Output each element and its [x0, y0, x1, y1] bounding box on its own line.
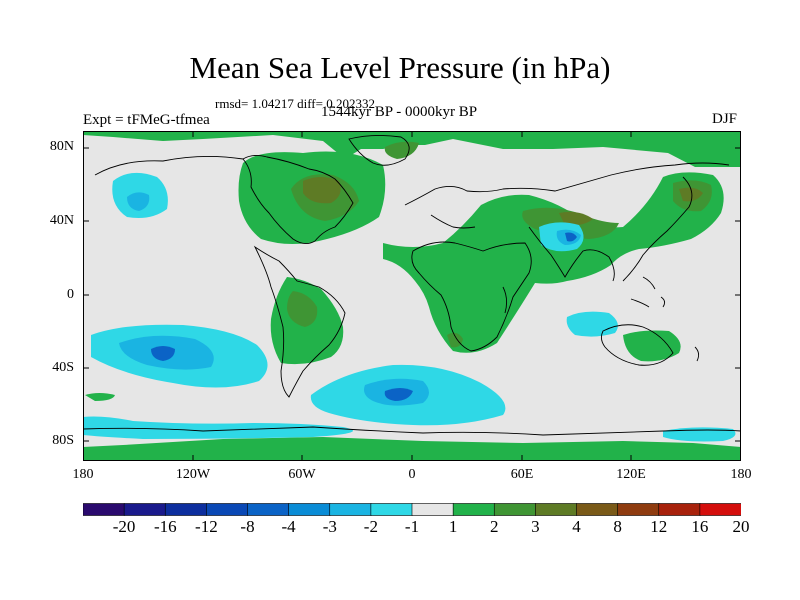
- colorbar-swatch-3: [206, 503, 249, 516]
- colorbar-label-15: 20: [732, 517, 750, 536]
- colorbar-swatch-6: [329, 503, 372, 516]
- colorbar-swatch-7: [370, 503, 413, 516]
- colorbar-label-12: 8: [613, 517, 622, 536]
- pressure-anomaly-map: [83, 131, 741, 461]
- rmsd-diff-label: rmsd= 1.04217 diff= 0.202332: [215, 96, 375, 111]
- y-tick-80n: 80N: [49, 139, 74, 154]
- colorbar-swatch-15: [699, 503, 741, 516]
- map-title: Mean Sea Level Pressure (in hPa): [189, 50, 611, 85]
- colorbar-swatch-14: [658, 503, 701, 516]
- y-tick-40s: 40S: [52, 360, 74, 375]
- y-tick-0: 0: [67, 287, 74, 302]
- season-label: DJF: [712, 111, 738, 127]
- axis-ticks: [83, 131, 741, 461]
- x-tick-0: 0: [408, 467, 416, 482]
- x-tick-120w: 120W: [175, 467, 211, 482]
- y-tick-80s: 80S: [52, 433, 74, 448]
- colorbar-label-14: 16: [691, 517, 709, 536]
- x-tick-60w: 60W: [288, 467, 316, 482]
- colorbar-label-4: -4: [281, 517, 296, 536]
- colorbar-label-9: 2: [490, 517, 499, 536]
- colorbar-swatch-0: [83, 503, 125, 516]
- colorbar-swatch-12: [576, 503, 619, 516]
- x-tick-180-left: 180: [72, 467, 94, 482]
- positive-anomaly-stronger: [303, 177, 703, 226]
- colorbar-swatch-2: [164, 503, 207, 516]
- colorbar-swatch-4: [247, 503, 290, 516]
- colorbar-swatch-5: [288, 503, 331, 516]
- colorbar-swatch-11: [535, 503, 578, 516]
- colorbar-swatch-13: [617, 503, 660, 516]
- colorbar-label-13: 12: [650, 517, 668, 536]
- colorbar-label-7: -1: [404, 517, 420, 536]
- colorbar: [83, 503, 741, 516]
- negative-anomaly-stronger: [151, 232, 577, 401]
- period-label: 1544kyr BP - 0000kyr BP: [321, 104, 478, 120]
- coastlines: [83, 134, 741, 436]
- colorbar-label-11: 4: [572, 517, 581, 536]
- colorbar-label-2: -12: [195, 517, 218, 536]
- colorbar-label-1: -16: [153, 517, 177, 536]
- x-tick-180-right: 180: [730, 467, 752, 482]
- y-tick-40n: 40N: [49, 213, 74, 228]
- x-tick-60e: 60E: [510, 467, 534, 482]
- x-tick-120e: 120E: [616, 467, 646, 482]
- colorbar-label-10: 3: [531, 517, 540, 536]
- colorbar-label-0: -20: [112, 517, 136, 536]
- colorbar-label-8: 1: [448, 517, 458, 536]
- colorbar-label-6: -2: [363, 517, 378, 536]
- colorbar-label-3: -8: [240, 517, 255, 536]
- colorbar-swatch-1: [123, 503, 166, 516]
- colorbar-swatch-8: [411, 503, 454, 516]
- colorbar-swatch-9: [452, 503, 495, 516]
- colorbar-label-5: -3: [322, 517, 337, 536]
- experiment-label: Expt = tFMeG-tfmea: [83, 112, 210, 128]
- colorbar-swatch-10: [493, 503, 536, 516]
